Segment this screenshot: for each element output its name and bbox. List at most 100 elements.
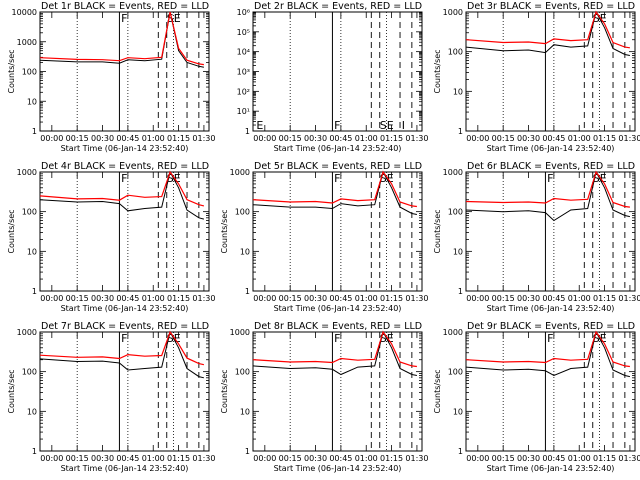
x-tick-label: 00:45 bbox=[329, 454, 352, 463]
x-axis-label: Start Time (06-Jan-14 23:52:40) bbox=[274, 304, 402, 313]
x-tick-label: 00:15 bbox=[279, 294, 302, 303]
panel-det-4: Det 4r BLACK = Events, RED = LLD 1 10 100 10… bbox=[7, 161, 215, 313]
x-tick-label: 00:30 bbox=[304, 294, 327, 303]
lld-series-line bbox=[39, 330, 205, 366]
x-axis-label: Start Time (06-Jan-14 23:52:40) bbox=[274, 464, 402, 473]
y-tick-label: 1000 bbox=[230, 328, 250, 337]
y-tick-label: 1000 bbox=[443, 8, 463, 17]
y-axis-label: Counts/sec bbox=[7, 369, 16, 413]
x-tick-label: 01:00 bbox=[355, 454, 378, 463]
x-tick-label: 01:30 bbox=[405, 454, 428, 463]
x-tick-label: 00:00 bbox=[40, 294, 63, 303]
y-tick-label: 1 bbox=[458, 127, 463, 136]
x-tick-label: 00:45 bbox=[542, 134, 565, 143]
x-tick-label: 00:00 bbox=[40, 454, 63, 463]
x-tick-label: 00:45 bbox=[116, 454, 139, 463]
x-axis-label: Start Time (06-Jan-14 23:52:40) bbox=[61, 304, 189, 313]
x-tick-label: 01:30 bbox=[618, 454, 640, 463]
y-tick-label: 100 bbox=[448, 368, 463, 377]
flag-f: F bbox=[334, 119, 340, 132]
panel-title: Det 8r BLACK = Events, RED = LLD bbox=[254, 321, 422, 332]
x-tick-label: 00:45 bbox=[329, 294, 352, 303]
y-tick-label: 10⁴ bbox=[237, 48, 250, 57]
y-tick-label: 1000 bbox=[230, 168, 250, 177]
lld-series-line bbox=[39, 170, 205, 207]
plot-frame bbox=[252, 331, 423, 452]
y-tick-label: 10⁶ bbox=[237, 8, 250, 17]
y-tick-label: 1 bbox=[32, 127, 37, 136]
events-series-line bbox=[252, 330, 417, 376]
y-tick-label: 1000 bbox=[17, 168, 37, 177]
x-tick-label: 01:00 bbox=[142, 134, 165, 143]
y-tick-label: 100 bbox=[448, 48, 463, 57]
y-tick-label: 100 bbox=[235, 368, 250, 377]
y-tick-label: 1 bbox=[32, 447, 37, 456]
x-axis-label: Start Time (06-Jan-14 23:52:40) bbox=[487, 464, 615, 473]
x-tick-label: 00:15 bbox=[66, 454, 89, 463]
y-tick-label: 100 bbox=[235, 208, 250, 217]
panel-det-5: Det 5r BLACK = Events, RED = LLD 1 10 100 10… bbox=[220, 161, 428, 313]
panel-det-9: Det 9r BLACK = Events, RED = LLD 1 10 100 10… bbox=[433, 321, 640, 473]
x-tick-label: 00:30 bbox=[91, 294, 114, 303]
y-tick-label: 10 bbox=[27, 97, 37, 106]
x-tick-label: 00:30 bbox=[517, 454, 540, 463]
x-tick-label: 01:15 bbox=[167, 454, 190, 463]
y-tick-label: 100 bbox=[22, 208, 37, 217]
flag-f: F bbox=[121, 12, 127, 25]
x-axis-label: Start Time (06-Jan-14 23:52:40) bbox=[61, 144, 189, 153]
x-tick-label: 01:30 bbox=[192, 454, 215, 463]
x-tick-label: 01:00 bbox=[142, 454, 165, 463]
panel-title: Det 5r BLACK = Events, RED = LLD bbox=[254, 161, 422, 172]
x-axis-label: Start Time (06-Jan-14 23:52:40) bbox=[487, 144, 615, 153]
panel-title: Det 9r BLACK = Events, RED = LLD bbox=[467, 321, 635, 332]
flag-f: F bbox=[121, 332, 127, 345]
y-tick-label: 10¹ bbox=[237, 107, 250, 116]
events-series-line bbox=[465, 10, 630, 56]
panel-title: Det 1r BLACK = Events, RED = LLD bbox=[41, 1, 209, 12]
x-tick-label: 01:00 bbox=[568, 454, 591, 463]
panel-det-3: Det 3r BLACK = Events, RED = LLD 1 10 100 10… bbox=[433, 1, 640, 153]
x-axis-label: Start Time (06-Jan-14 23:52:40) bbox=[274, 144, 402, 153]
events-series-line bbox=[465, 170, 631, 222]
y-tick-label: 1 bbox=[245, 287, 250, 296]
y-tick-label: 10 bbox=[240, 247, 250, 256]
events-series-line bbox=[39, 330, 205, 379]
x-axis-label: Start Time (06-Jan-14 23:52:40) bbox=[487, 304, 615, 313]
flag-f: F bbox=[334, 332, 340, 345]
x-tick-label: 00:15 bbox=[66, 134, 89, 143]
y-tick-label: 10⁵ bbox=[237, 28, 250, 37]
y-tick-label: 100 bbox=[22, 68, 37, 77]
x-tick-label: 01:15 bbox=[593, 294, 616, 303]
x-tick-label: 01:30 bbox=[618, 134, 640, 143]
panel-det-8: Det 8r BLACK = Events, RED = LLD 1 10 100 10… bbox=[220, 321, 428, 473]
panel-title: Det 3r BLACK = Events, RED = LLD bbox=[467, 1, 635, 12]
y-tick-label: 10 bbox=[27, 247, 37, 256]
y-tick-label: 1000 bbox=[443, 168, 463, 177]
x-tick-label: 00:45 bbox=[542, 294, 565, 303]
x-tick-label: 01:30 bbox=[192, 294, 215, 303]
x-tick-label: 01:15 bbox=[380, 294, 403, 303]
x-tick-label: 00:15 bbox=[279, 454, 302, 463]
y-axis-label: Counts/sec bbox=[7, 49, 16, 93]
x-tick-label: 01:15 bbox=[167, 134, 190, 143]
x-tick-label: 01:00 bbox=[568, 294, 591, 303]
panel-det-7: Det 7r BLACK = Events, RED = LLD 1 10 100 10… bbox=[7, 321, 215, 473]
plot-frame bbox=[465, 331, 636, 452]
y-tick-label: 100 bbox=[448, 208, 463, 217]
y-tick-label: 1 bbox=[32, 287, 37, 296]
lld-series-line bbox=[465, 330, 630, 368]
y-tick-label: 1 bbox=[245, 127, 250, 136]
y-tick-label: 1 bbox=[458, 287, 463, 296]
x-tick-label: 00:15 bbox=[492, 454, 515, 463]
x-tick-label: 00:45 bbox=[116, 294, 139, 303]
x-tick-label: 01:30 bbox=[405, 294, 428, 303]
y-tick-label: 1000 bbox=[17, 328, 37, 337]
lld-series-line bbox=[252, 170, 417, 208]
x-axis-label: Start Time (06-Jan-14 23:52:40) bbox=[61, 464, 189, 473]
y-tick-label: 10² bbox=[237, 87, 250, 96]
y-tick-label: 100 bbox=[22, 368, 37, 377]
x-tick-label: 00:30 bbox=[517, 294, 540, 303]
y-tick-label: 10 bbox=[240, 407, 250, 416]
x-tick-label: 01:30 bbox=[192, 134, 215, 143]
plot-frame bbox=[465, 171, 636, 292]
